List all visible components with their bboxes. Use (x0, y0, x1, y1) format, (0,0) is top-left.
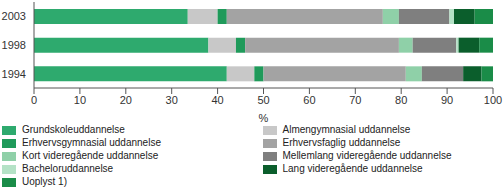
html-text:Erhvervsgymnasial uddannelse: Erhvervsgymnasial uddannelse (22, 137, 161, 148)
html-text:Almengymnasial uddannelse: Almengymnasial uddannelse (282, 124, 411, 135)
html-text:Uoplyst 1): Uoplyst 1) (22, 176, 67, 187)
svg-text:1994: 1994 (8, 68, 26, 80)
svg-text:80: 80 (395, 94, 407, 106)
html-text:Lang videregående uddannelse: Lang videregående uddannelse (282, 163, 423, 174)
svg-text:50: 50 (257, 94, 269, 106)
svg-text:0: 0 (31, 94, 37, 106)
html-text:Bacheloruddannelse: Bacheloruddannelse (22, 163, 114, 174)
svg-text:90: 90 (441, 94, 453, 106)
svg-text:70: 70 (349, 94, 361, 106)
svg-text:%: % (259, 112, 269, 122)
svg-text:60: 60 (303, 94, 315, 106)
svg-text:1998: 1998 (8, 39, 26, 51)
html-text:Grundskoleuddannelse: Grundskoleuddannelse (22, 124, 125, 135)
svg-text:40: 40 (211, 94, 223, 106)
svg-text:100: 100 (484, 94, 495, 106)
svg-text:2003: 2003 (8, 10, 26, 22)
svg-text:30: 30 (166, 94, 178, 106)
html-text:Mellemlang videregående uddann: Mellemlang videregående uddannelse (282, 150, 452, 161)
html-text:Erhvervsfaglig uddannelse: Erhvervsfaglig uddannelse (282, 137, 401, 148)
svg-text:10: 10 (74, 94, 86, 106)
svg-text:20: 20 (120, 94, 132, 106)
html-text:Kort videregående uddannelse: Kort videregående uddannelse (22, 150, 159, 161)
